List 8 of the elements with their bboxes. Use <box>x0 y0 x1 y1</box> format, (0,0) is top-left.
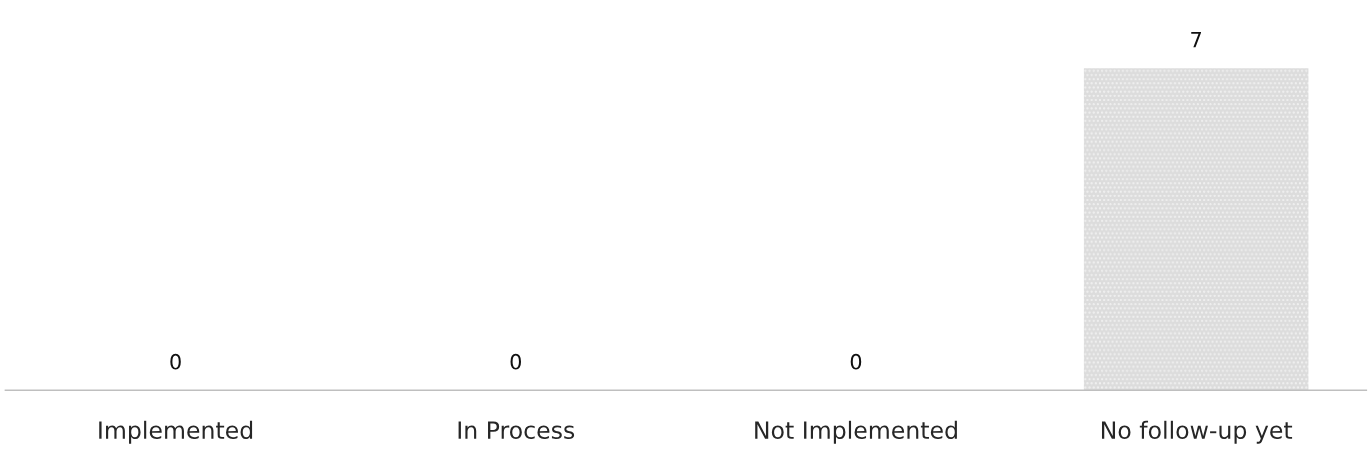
data-label: 0 <box>170 353 181 370</box>
data-label: 7 <box>1191 31 1202 48</box>
x-tick-label: In Process <box>458 421 575 440</box>
data-label: 0 <box>850 353 862 370</box>
x-tick-label: No follow-up yet <box>1101 420 1293 444</box>
x-tick-label: Not Implemented <box>755 420 957 444</box>
x-tick-label: Implemented <box>99 420 253 444</box>
data-label: 0 <box>510 353 522 370</box>
